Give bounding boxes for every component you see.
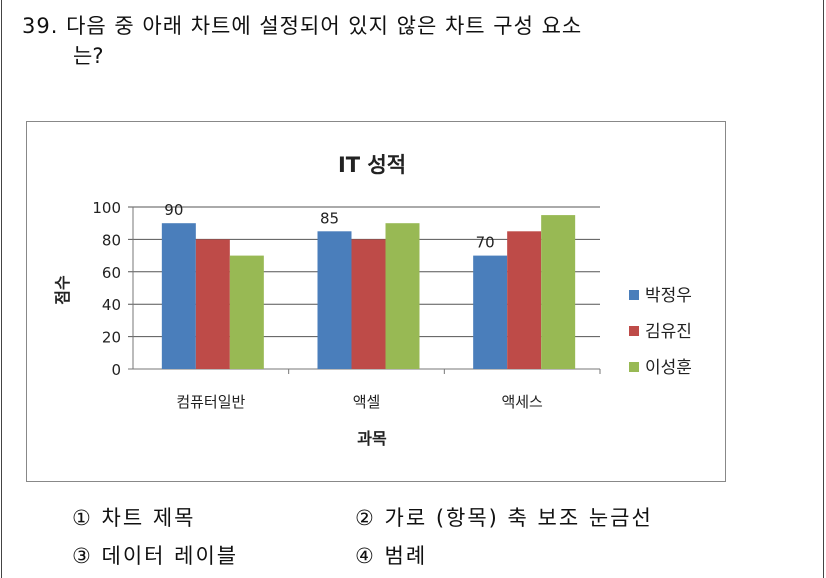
question-line2: 는? (73, 44, 104, 68)
question-number: 39. (22, 14, 59, 38)
y-tick-label: 20 (102, 329, 121, 347)
data-label: 70 (476, 234, 495, 252)
y-tick-label: 100 (92, 199, 121, 217)
y-tick-label: 40 (102, 296, 121, 314)
legend-swatch (629, 290, 639, 300)
bar (317, 231, 352, 369)
y-axis-title: 점수 (53, 275, 72, 305)
legend-label: 박정우 (645, 286, 692, 306)
y-tick-label: 0 (111, 361, 121, 379)
x-tick-label: 액세스 (501, 393, 543, 411)
data-label: 85 (320, 209, 339, 227)
bar (229, 255, 264, 369)
bar (195, 239, 230, 369)
data-label: 90 (164, 201, 183, 219)
legend-label: 이성훈 (645, 358, 692, 378)
legend-swatch (629, 326, 639, 336)
option-label: 범례 (384, 544, 428, 568)
bar (541, 215, 576, 369)
option-number: ③ (72, 544, 93, 568)
option-label: 데이터 레이블 (101, 544, 239, 568)
y-tick-label: 80 (102, 231, 121, 249)
chart-title: IT 성적 (338, 153, 406, 177)
question-line1: 다음 중 아래 차트에 설정되어 있지 않은 차트 구성 요소 (66, 14, 583, 38)
bar (161, 223, 196, 369)
option-label: 차트 제목 (101, 506, 196, 530)
y-tick-label: 60 (102, 264, 121, 282)
x-axis-title: 과목 (357, 429, 387, 448)
option-number: ② (355, 506, 376, 530)
option-3[interactable]: ③ 데이터 레이블 (72, 540, 238, 570)
chart-area (26, 121, 726, 482)
option-1[interactable]: ① 차트 제목 (72, 502, 195, 532)
option-number: ④ (355, 544, 376, 568)
x-tick-label: 컴퓨터일반 (176, 393, 245, 411)
bar (385, 223, 420, 369)
legend-swatch (629, 362, 639, 372)
bar (507, 231, 542, 369)
option-4[interactable]: ④ 범례 (355, 540, 427, 570)
option-2[interactable]: ② 가로 (항목) 축 보조 눈금선 (355, 502, 653, 532)
option-label: 가로 (항목) 축 보조 눈금선 (384, 506, 653, 530)
bar (351, 239, 386, 369)
option-number: ① (72, 506, 93, 530)
question-text: 39. 다음 중 아래 차트에 설정되어 있지 않은 차트 구성 요소 (22, 12, 782, 40)
legend-label: 김유진 (645, 322, 692, 342)
bar (473, 255, 508, 369)
x-tick-label: 액셀 (353, 393, 381, 411)
